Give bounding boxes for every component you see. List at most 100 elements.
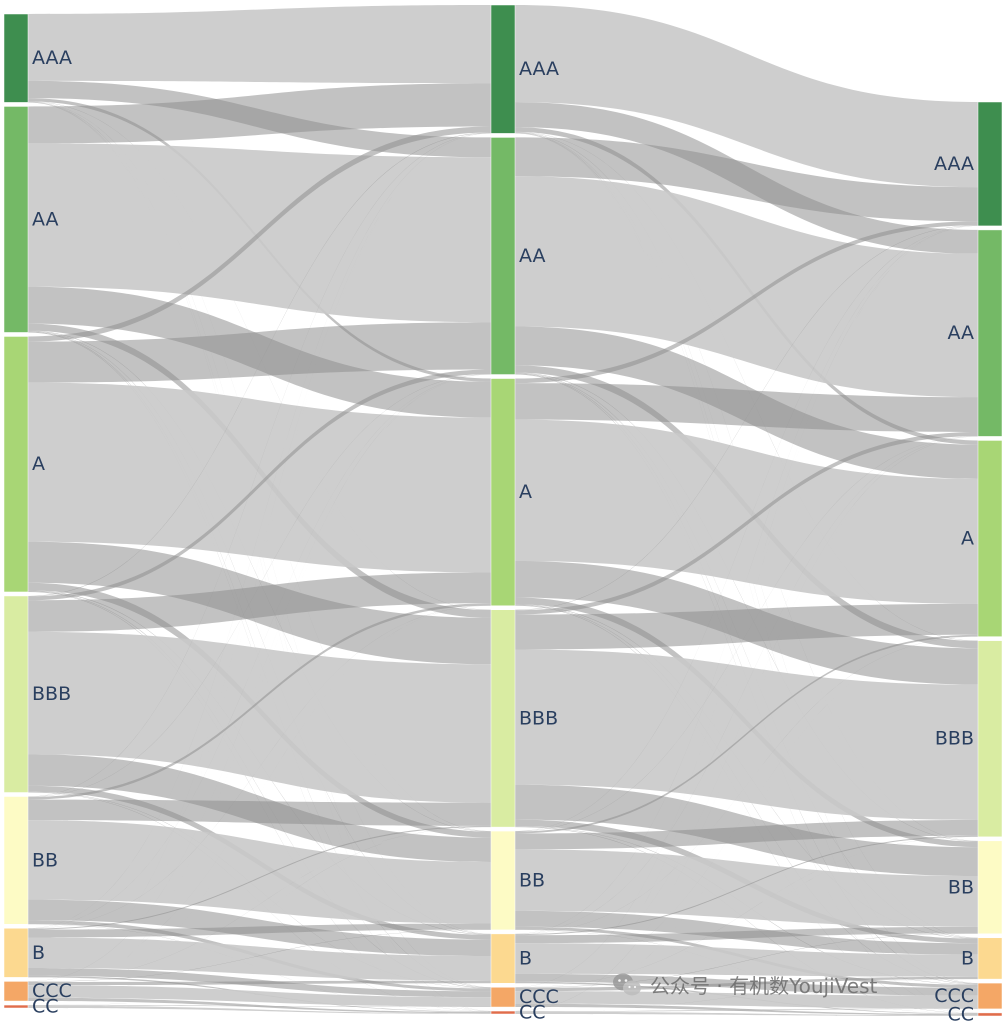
node-bbb[interactable] — [3, 595, 29, 793]
node-label: B — [961, 947, 974, 969]
node-bbb[interactable] — [977, 640, 1003, 838]
node-aaa[interactable] — [490, 4, 516, 134]
node-label: BB — [948, 876, 974, 898]
flow-link — [28, 1005, 491, 1008]
flow-link — [28, 132, 491, 597]
flow-link — [28, 331, 491, 935]
flow-link — [28, 374, 491, 929]
flow-link — [515, 419, 978, 604]
node-b[interactable] — [3, 928, 29, 978]
flow-link — [28, 923, 491, 938]
flow-link — [515, 225, 978, 611]
flow-link — [515, 849, 978, 927]
flow-link — [515, 1011, 978, 1016]
flow-link — [515, 636, 978, 1012]
watermark-text: 公众号 · 有机数YoujiVest — [650, 974, 878, 998]
node-label: CC — [519, 1002, 546, 1024]
flow-link — [28, 825, 491, 930]
flow-link — [515, 979, 978, 1012]
node-b[interactable] — [977, 937, 1003, 980]
node-label: B — [519, 948, 532, 970]
flow-link — [515, 225, 978, 988]
flow-link — [28, 937, 491, 981]
flow-link — [515, 225, 978, 1012]
node-aa[interactable] — [3, 106, 29, 333]
flow-link — [28, 929, 491, 982]
node-ccc[interactable] — [490, 987, 516, 1008]
flow-link — [28, 1005, 491, 1014]
flow-link — [515, 431, 978, 615]
node-label: BBB — [935, 728, 974, 750]
flow-link — [28, 605, 491, 929]
flow-link — [28, 827, 491, 1006]
node-b[interactable] — [490, 933, 516, 984]
node-label: AA — [519, 245, 546, 267]
flow-link — [515, 605, 978, 1014]
flow-link — [28, 605, 491, 1006]
node-label: AAA — [32, 47, 72, 69]
watermark: 公众号 · 有机数YoujiVest — [612, 970, 877, 999]
node-bb[interactable] — [490, 830, 516, 931]
node-label: BBB — [32, 683, 71, 705]
node-ccc[interactable] — [3, 981, 29, 1002]
flow-link — [515, 225, 978, 934]
node-aaa[interactable] — [977, 101, 1003, 227]
node-aa[interactable] — [490, 137, 516, 375]
node-cc[interactable] — [977, 1012, 1003, 1017]
node-ccc[interactable] — [977, 982, 1003, 1010]
flow-link — [28, 322, 491, 383]
node-label: CCC — [32, 980, 72, 1002]
node-label: CC — [947, 1003, 974, 1024]
flow-link — [28, 126, 491, 342]
node-aa[interactable] — [977, 229, 1003, 437]
node-a[interactable] — [3, 336, 29, 593]
flow-link — [28, 374, 491, 798]
flow-link — [515, 436, 978, 832]
flow-link — [515, 991, 978, 1009]
node-label: A — [32, 453, 45, 475]
flow-link — [515, 933, 978, 1012]
node-label: CCC — [519, 986, 559, 1008]
flow-link — [515, 926, 978, 944]
flow-link — [515, 137, 978, 222]
node-cc[interactable] — [490, 1010, 516, 1015]
flow-link — [28, 132, 491, 797]
node-label: CC — [32, 996, 59, 1018]
node-a[interactable] — [490, 378, 516, 606]
flow-link — [515, 221, 978, 384]
flow-link — [515, 836, 978, 1012]
flow-link — [28, 985, 491, 1007]
node-cc[interactable] — [3, 1004, 29, 1009]
flow-link — [515, 835, 978, 936]
flow-link — [28, 374, 491, 1006]
flow-link — [28, 605, 491, 982]
flow-link — [515, 603, 978, 650]
flow-link — [515, 1008, 978, 1012]
flow-link — [28, 374, 491, 982]
flow-link — [515, 636, 978, 988]
node-label: BB — [32, 849, 58, 871]
flow-link — [28, 572, 491, 632]
node-bbb[interactable] — [490, 609, 516, 828]
flow-link — [515, 436, 978, 1012]
flow-link — [28, 133, 491, 982]
flow-link — [515, 933, 978, 988]
node-bb[interactable] — [977, 840, 1003, 935]
wechat-icon — [613, 973, 641, 995]
node-bb[interactable] — [3, 796, 29, 925]
node-aaa[interactable] — [3, 13, 29, 103]
node-label: A — [961, 528, 974, 550]
node-label: AA — [947, 322, 974, 344]
node-label: CCC — [934, 985, 974, 1007]
node-label: B — [32, 942, 45, 964]
flow-link — [28, 827, 491, 982]
flow-link — [515, 634, 978, 834]
flow-link — [28, 590, 491, 989]
node-a[interactable] — [977, 440, 1003, 637]
flow-link — [28, 382, 491, 573]
flow-link — [515, 836, 978, 988]
flow-link — [515, 176, 978, 398]
flow-link — [28, 133, 491, 1006]
node-label: AAA — [519, 58, 559, 80]
